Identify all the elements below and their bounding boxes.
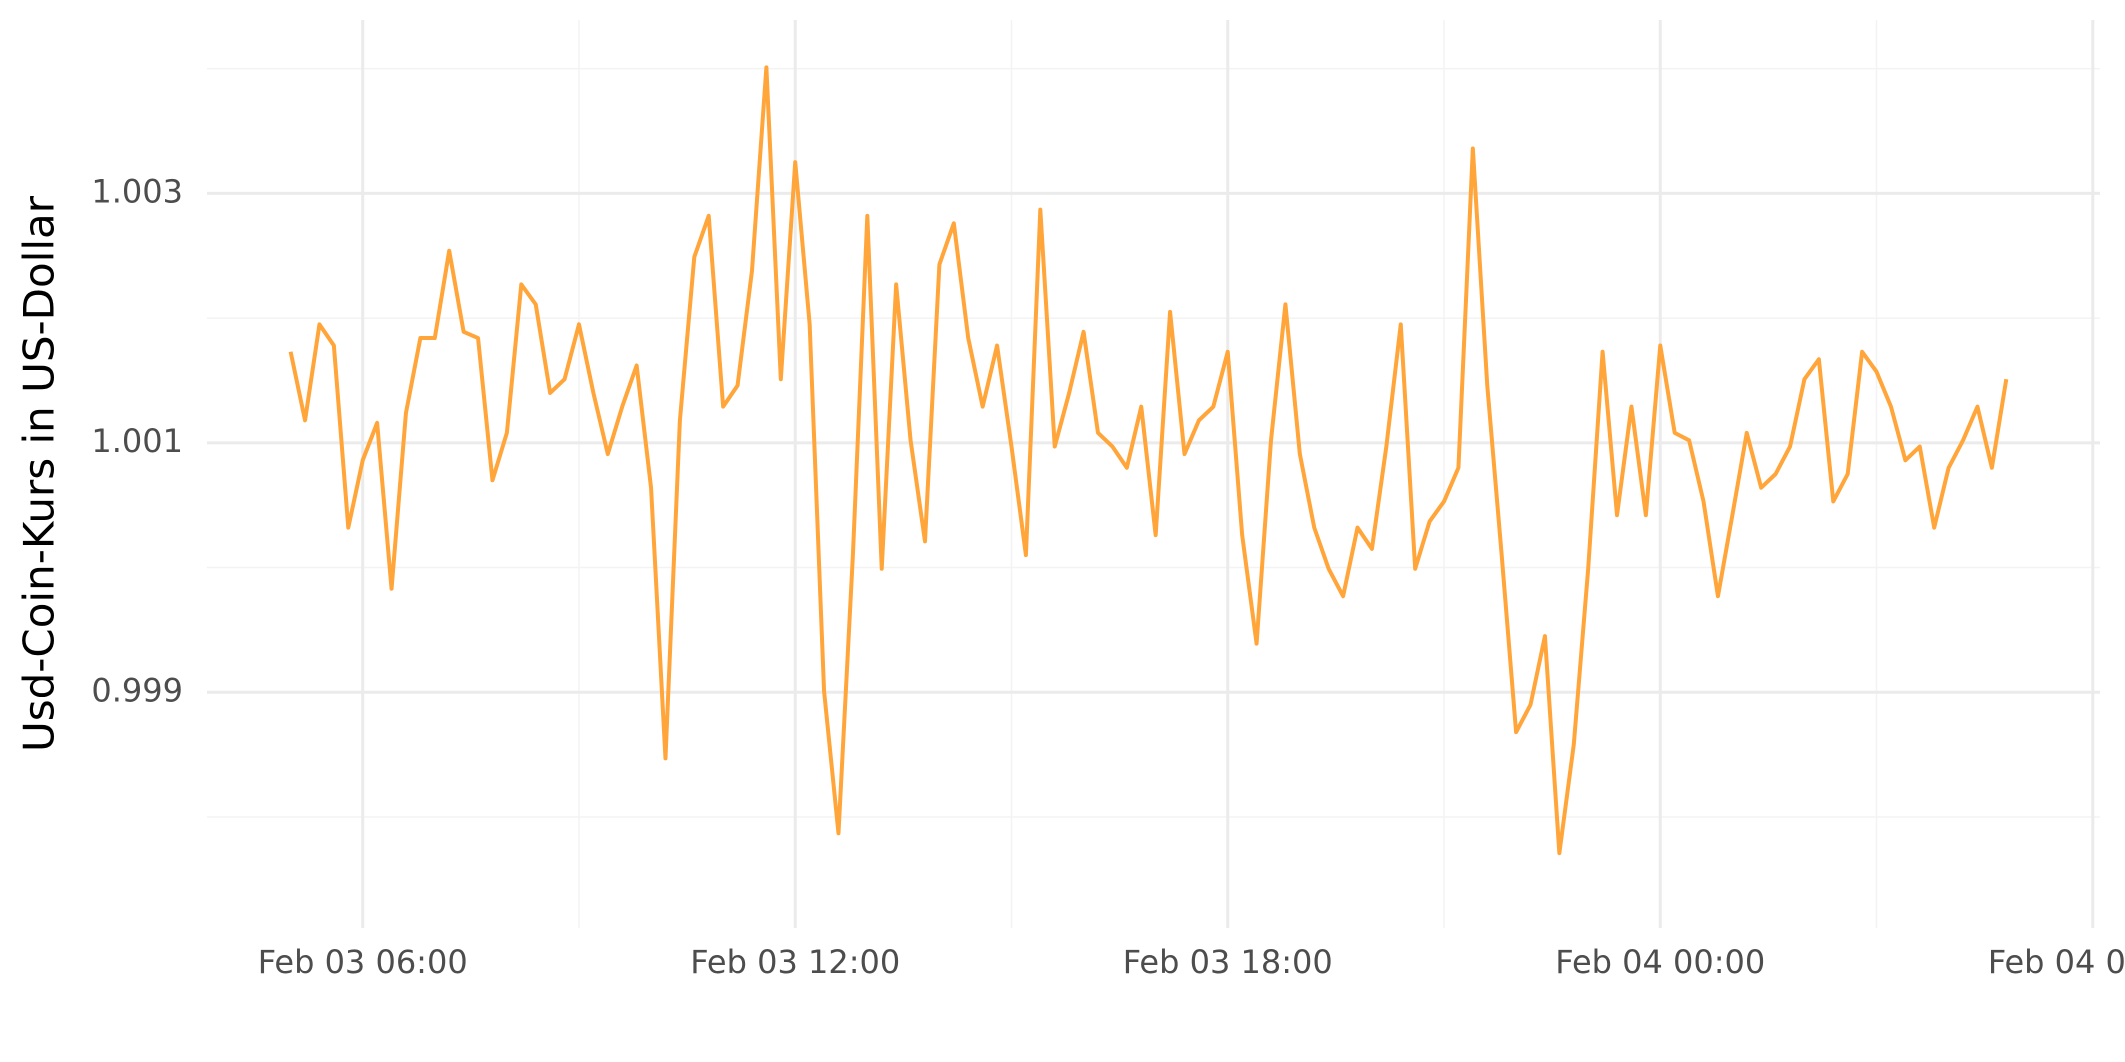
y-axis-title: Usd-Coin-Kurs in US-Dollar bbox=[15, 195, 64, 752]
x-tick-label: Feb 03 12:00 bbox=[690, 943, 900, 981]
price-line bbox=[288, 65, 2009, 856]
x-tick-label: Feb 04 06:00 bbox=[1988, 943, 2125, 981]
y-tick-label: 1.003 bbox=[91, 172, 183, 210]
x-tick-label: Feb 03 18:00 bbox=[1123, 943, 1333, 981]
y-tick-label: 0.999 bbox=[91, 671, 183, 709]
x-tick-label: Feb 04 00:00 bbox=[1555, 943, 1765, 981]
x-tick-label: Feb 03 06:00 bbox=[258, 943, 468, 981]
y-tick-label: 1.001 bbox=[91, 422, 183, 460]
